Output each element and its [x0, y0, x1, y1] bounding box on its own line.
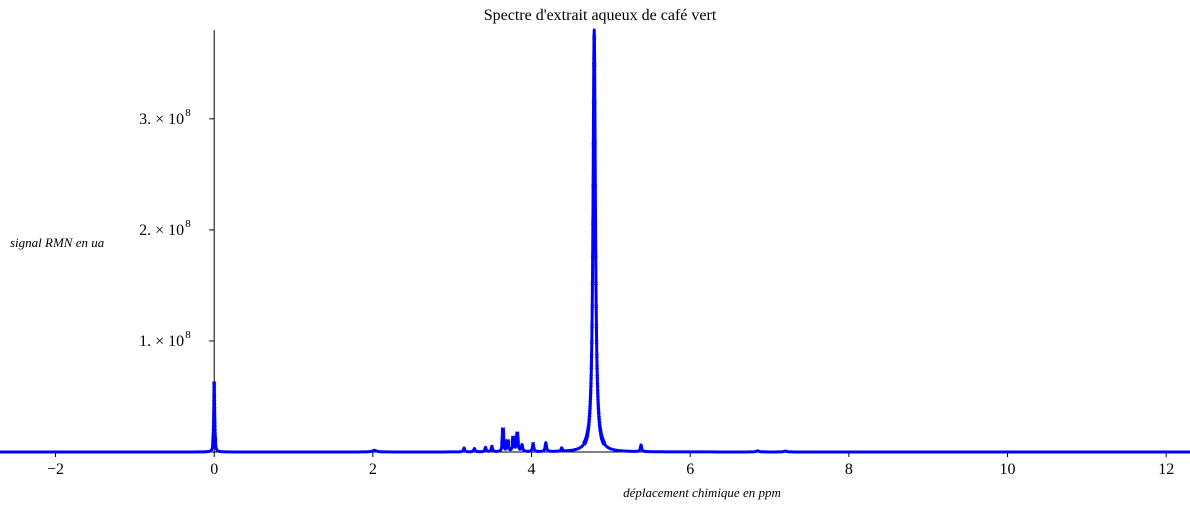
x-axis-label: déplacement chimique en ppm: [623, 485, 781, 500]
data-point: [589, 374, 594, 379]
y-tick-exponent: 8: [185, 107, 191, 119]
data-point: [594, 340, 599, 345]
data-point: [593, 183, 598, 188]
x-tick-label: 2: [369, 461, 377, 478]
data-point: [212, 418, 217, 423]
data-point: [596, 412, 601, 417]
data-point: [212, 393, 217, 398]
data-point: [591, 62, 596, 67]
data-point: [594, 304, 599, 309]
data-point: [213, 441, 218, 446]
data-point: [596, 409, 601, 414]
data-point: [590, 304, 595, 309]
data-point: [211, 412, 216, 417]
data-point: [587, 409, 592, 414]
data-point: [594, 323, 599, 328]
data-point: [506, 440, 511, 445]
data-point: [589, 365, 594, 370]
x-tick-label: 8: [845, 461, 853, 478]
data-point: [516, 440, 521, 445]
data-point: [593, 220, 598, 225]
data-point: [587, 412, 592, 417]
data-point: [595, 374, 600, 379]
data-point: [588, 405, 593, 410]
data-point: [587, 415, 592, 420]
data-point: [211, 426, 216, 431]
y-axis-label: signal RMN en ua: [10, 235, 105, 250]
data-point: [212, 400, 217, 405]
data-point: [594, 353, 599, 358]
data-point: [212, 406, 217, 411]
chart-title: Spectre d'extrait aqueux de café vert: [484, 7, 717, 24]
data-point: [596, 405, 601, 410]
data-point: [595, 389, 600, 394]
spectrum-trace: [0, 28, 1190, 454]
data-point: [593, 253, 598, 258]
data-point: [592, 35, 597, 40]
x-tick-label: 0: [210, 461, 218, 478]
x-tick-label: 12: [1158, 461, 1174, 478]
data-point: [595, 365, 600, 370]
data-point: [531, 441, 536, 446]
data-point: [593, 281, 598, 286]
series-blue: [0, 28, 1190, 454]
data-point: [212, 426, 217, 431]
data-point: [590, 281, 595, 286]
y-tick-label: 1. × 10: [139, 333, 184, 350]
x-tick-label: 6: [686, 461, 694, 478]
data-point: [212, 422, 217, 427]
data-point: [590, 253, 595, 258]
data-point: [593, 142, 598, 147]
data-point: [588, 382, 593, 387]
data-point: [501, 441, 506, 446]
data-point: [506, 441, 511, 446]
data-point: [595, 382, 600, 387]
data-point: [589, 353, 594, 358]
data-point: [592, 62, 597, 67]
data-point: [589, 340, 594, 345]
data-point: [591, 100, 596, 105]
series-markers: [210, 35, 607, 446]
x-tick-label: 10: [1000, 461, 1016, 478]
data-point: [588, 389, 593, 394]
data-point: [596, 401, 601, 406]
data-point: [211, 418, 216, 423]
data-point: [595, 395, 600, 400]
axes: −2 0 2 4 6 8 10 121. × 10 82. × 10 83. × 10 8: [0, 30, 1190, 478]
data-point: [211, 422, 216, 427]
data-point: [588, 401, 593, 406]
y-tick-exponent: 8: [185, 329, 191, 341]
data-point: [212, 412, 217, 417]
y-tick-label: 2. × 10: [139, 222, 184, 239]
data-point: [602, 441, 607, 446]
data-point: [213, 440, 218, 445]
data-point: [588, 395, 593, 400]
data-point: [212, 387, 217, 392]
data-point: [212, 382, 217, 387]
data-point: [592, 100, 597, 105]
y-tick-label: 3. × 10: [139, 111, 184, 128]
x-tick-label: 4: [528, 461, 536, 478]
x-tick-label: −2: [47, 461, 64, 478]
y-tick-exponent: 8: [185, 218, 191, 230]
data-point: [590, 323, 594, 328]
